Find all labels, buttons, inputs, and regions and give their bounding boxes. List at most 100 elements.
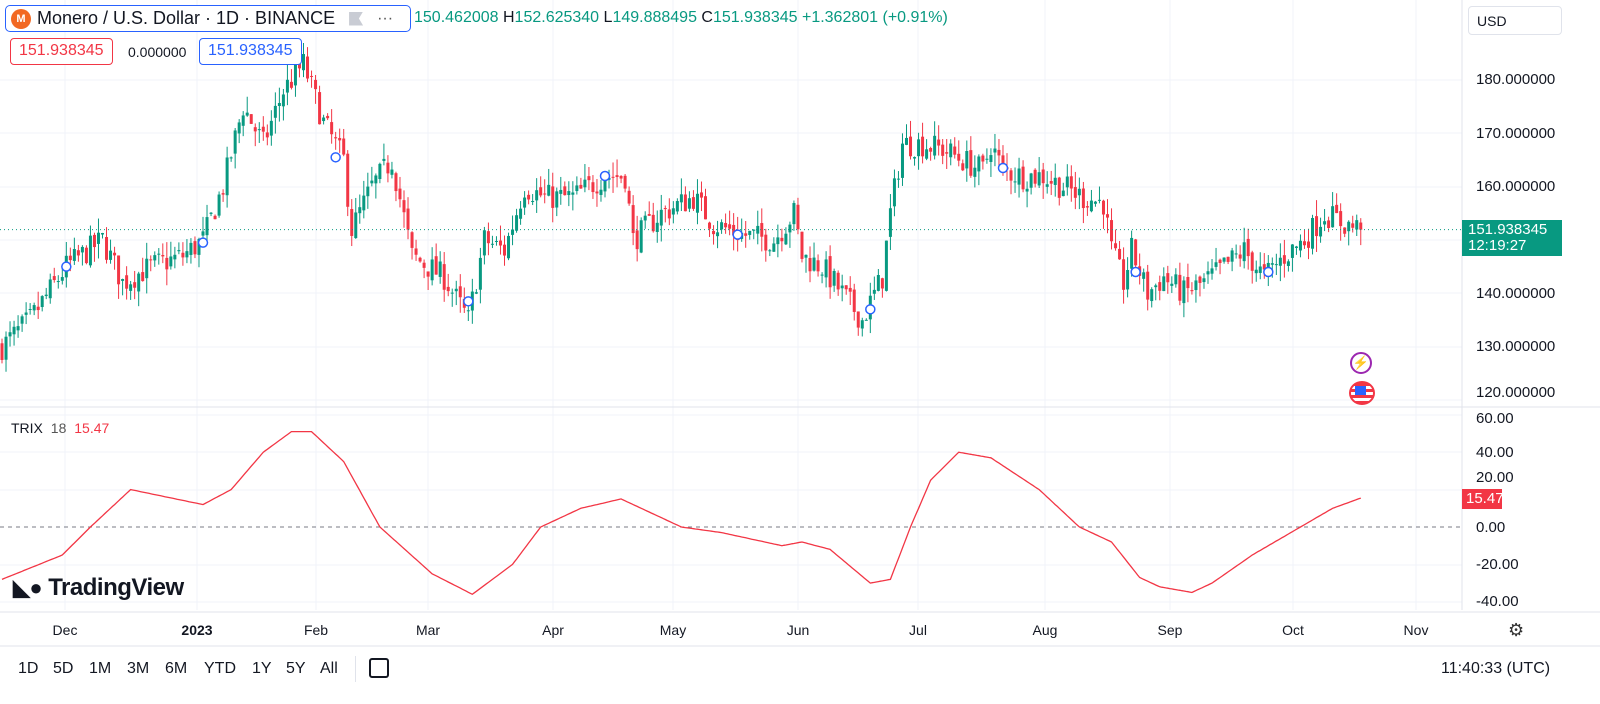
candle-body [635,230,639,250]
candle-body [366,186,370,197]
candle-body [828,256,832,288]
go-to-date-icon[interactable] [369,658,389,678]
candle-body [165,257,169,270]
candle-body [591,182,595,193]
candle-body [1258,266,1262,273]
candle-body [446,286,450,292]
candle-body [1319,226,1323,237]
candle-body [48,279,52,299]
currency-select[interactable]: USD [1468,6,1562,35]
candle-body [892,178,896,207]
candle-body [503,244,506,256]
trix-line [1,430,1362,596]
lightning-event-icon[interactable]: ⚡ [1350,352,1372,374]
tradingview-logo[interactable]: ◣● TradingView [13,574,184,602]
candle-body [269,120,273,136]
candle-body [551,186,555,208]
candle-body [1085,206,1089,208]
candle-body [595,191,599,194]
candle-body [720,222,724,230]
candle-body [933,135,937,156]
buy-button[interactable]: 151.938345 [199,38,302,65]
candle-body [808,257,812,272]
candle-body [1194,280,1198,291]
candle-body [1290,244,1294,258]
candle-body [804,254,808,258]
candle-body [1311,217,1315,249]
clock[interactable]: 11:40:33 (UTC) [1441,660,1551,677]
candle-body [293,63,297,86]
range-1m[interactable]: 1M [89,660,112,677]
candle-body [1218,259,1222,264]
candle-body [358,207,362,214]
candle-body [302,54,305,71]
flag-icon[interactable] [349,11,364,26]
candle-body [507,235,511,259]
candle-body [909,136,913,157]
price-tick: 170.000000 [1476,125,1556,142]
candle-body [28,308,32,310]
candle-body [768,250,772,252]
candle-body [1033,169,1037,184]
candle-body [88,235,92,266]
candle-body [599,189,603,195]
candle-body [1323,221,1327,225]
candle-body [193,241,197,255]
candle-body [860,320,864,329]
candle-body [547,184,551,196]
range-5d[interactable]: 5D [53,660,74,677]
candle-body [72,249,76,261]
candle-body [1009,170,1013,181]
candle-body [961,163,965,171]
candle-body [772,243,776,252]
candle-body [836,272,840,290]
change-value: +1.362801 (+0.91%) [801,9,948,26]
candle-body [398,188,402,200]
candle-body [201,231,205,236]
candle-body [1021,166,1025,190]
candle-body [1242,242,1246,262]
candle-body [1049,181,1053,184]
candle-body [913,157,917,159]
candle-body [1206,271,1210,275]
more-icon[interactable]: ··· [377,9,394,27]
candle-body [221,193,225,195]
candle-body [261,126,265,132]
range-1y[interactable]: 1Y [252,660,272,677]
candle-body [386,162,390,174]
range-ytd[interactable]: YTD [204,660,236,677]
range-1d[interactable]: 1D [18,660,39,677]
indicator-value: 15.47 [74,420,110,436]
range-6m[interactable]: 6M [165,660,188,677]
sell-button[interactable]: 151.938345 [10,38,113,65]
symbol-info[interactable]: M Monero / U.S. Dollar · 1D · BINANCE ··… [5,5,411,32]
candle-body [189,242,193,255]
candle-body [96,232,100,244]
trix-tick: 40.00 [1476,444,1514,461]
candle-body [257,129,261,131]
monero-logo-icon: M [11,8,31,29]
candle-body [724,222,728,228]
us-flag-event-icon[interactable] [1349,381,1375,405]
range-5y[interactable]: 5Y [286,660,306,677]
candle-body [157,253,161,255]
last-price-label: 151.938345 12:19:27 [1462,220,1562,256]
candle-body [1081,188,1085,209]
time-tick: Aug [1032,622,1058,638]
settings-gear-icon[interactable]: ⚙ [1508,620,1525,640]
range-all[interactable]: All [320,660,338,677]
candle-body [1234,253,1238,255]
candle-body [1041,169,1045,184]
candle-body [52,276,56,281]
candle-body [523,197,527,208]
candle-body [109,250,113,260]
candle-body [639,220,643,253]
candle-body [117,255,121,285]
candle-body [732,224,736,236]
indicator-legend[interactable]: TRIX 18 15.47 [11,420,109,436]
range-3m[interactable]: 3M [127,660,150,677]
candle-body [185,251,189,258]
candle-body [925,149,929,159]
candle-body [44,294,48,297]
